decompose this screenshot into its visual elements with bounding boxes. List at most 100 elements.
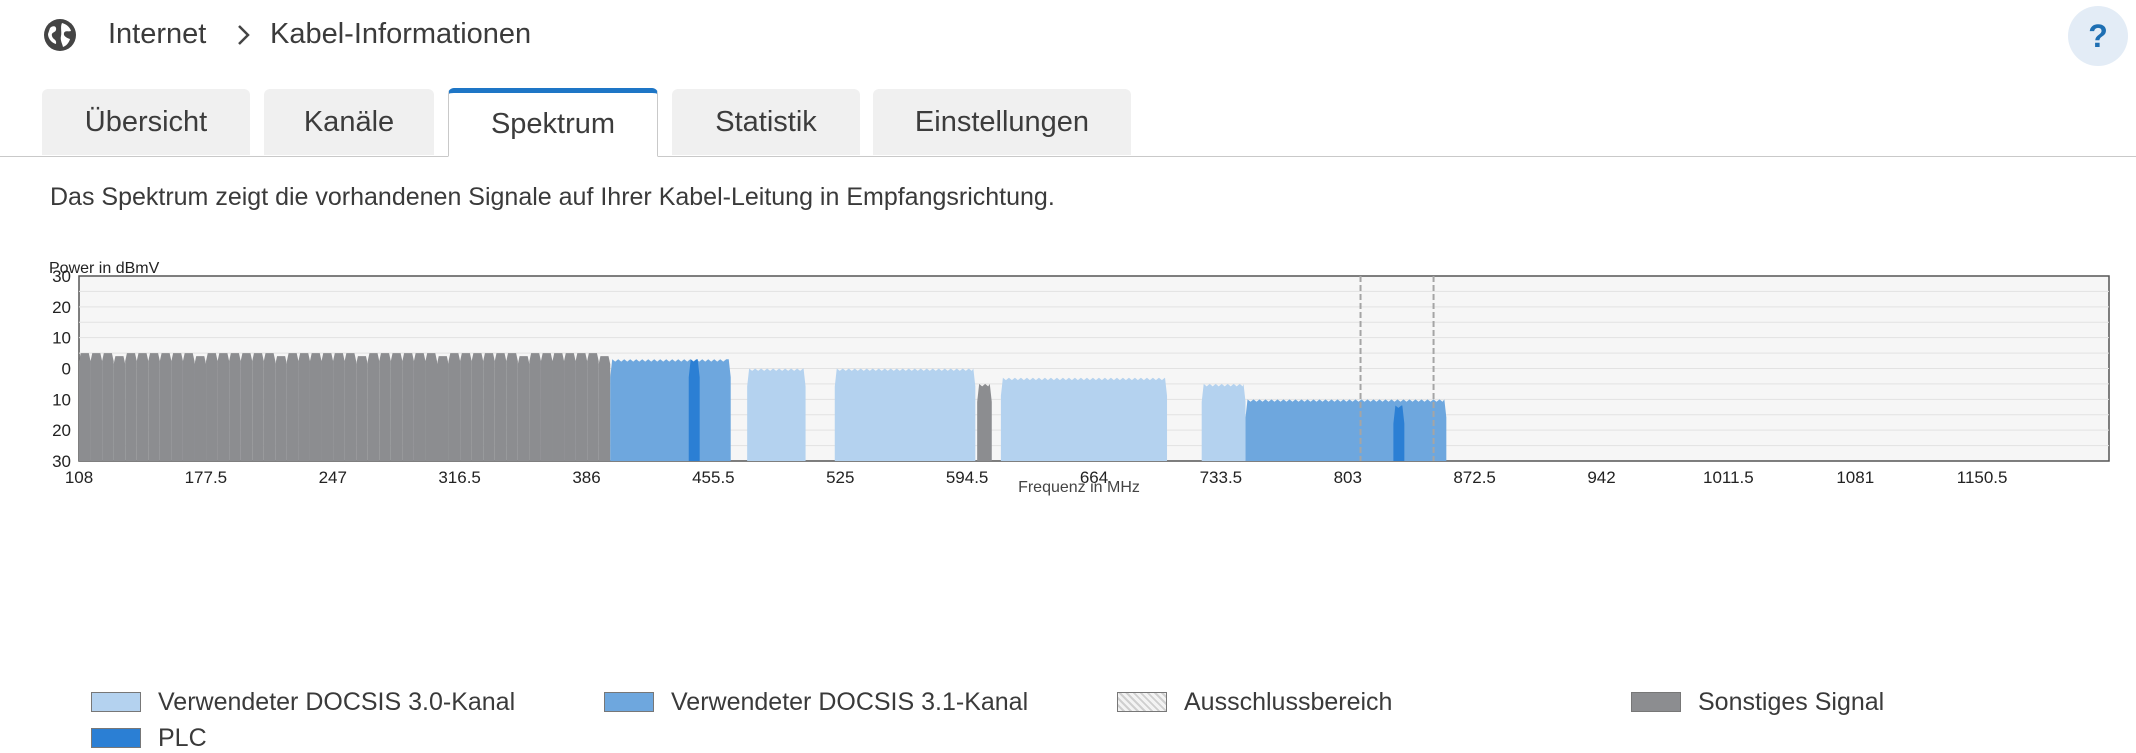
legend-swatch-docsis31	[604, 692, 654, 712]
legend-item-plc: PLC	[91, 723, 207, 753]
chart-x-axis-label: Frequenz in MHz	[1018, 479, 1140, 496]
tab-bar: Übersicht Kanäle Spektrum Statistik Eins…	[0, 88, 2136, 157]
chart-band-mark-docsis30	[747, 368, 806, 461]
chart-channel-mark-other	[598, 356, 611, 461]
chart-band-mark-plc	[688, 359, 700, 461]
page-header: Internet Kabel-Informationen ?	[0, 0, 2136, 70]
globe-icon	[44, 19, 76, 51]
chart-channel-mark-other	[321, 353, 334, 461]
chart-channel-mark-other	[344, 353, 357, 461]
chart-channel-mark-other	[483, 353, 495, 461]
chart-channel-mark-other	[425, 353, 438, 461]
chevron-right-icon	[238, 25, 250, 45]
chart-channel-mark-other	[517, 356, 530, 461]
chart-y-tick-label: 10	[52, 390, 71, 409]
chart-channel-mark-other	[263, 353, 276, 461]
chart-marks	[79, 276, 1447, 461]
chart-x-tick-label: 455.5	[692, 468, 735, 487]
legend-label-docsis31: Verwendeter DOCSIS 3.1-Kanal	[671, 687, 1029, 716]
chart-channel-mark-other	[252, 353, 264, 461]
chart-channel-mark-other	[367, 353, 380, 461]
chart-x-tick-label: 386	[572, 468, 600, 487]
chart-channel-mark-other	[333, 353, 345, 461]
legend-swatch-exclusion	[1117, 692, 1167, 712]
chart-x-tick-label: 803	[1334, 468, 1362, 487]
chart-x-tick-label: 108	[65, 468, 93, 487]
chart-channel-mark-other	[125, 353, 137, 461]
chart-channel-mark-other	[275, 356, 287, 461]
chart-channel-mark-other	[356, 356, 368, 461]
chart-y-ticks: 30 20 10 0 10 20 30	[52, 267, 71, 471]
chart-x-tick-label: 1150.5	[1957, 468, 2008, 487]
chart-channel-mark-other	[194, 356, 207, 461]
help-button[interactable]: ?	[2068, 6, 2128, 66]
chart-channel-mark-other	[113, 356, 126, 461]
chart-x-tick-label: 247	[319, 468, 347, 487]
chart-channel-mark-other	[90, 353, 103, 461]
legend-swatch-plc	[91, 728, 141, 748]
chart-channel-mark-other	[552, 353, 565, 461]
chart-channel-mark-other	[529, 353, 541, 461]
tab-uebersicht[interactable]: Übersicht	[42, 89, 250, 155]
legend-item-docsis31: Verwendeter DOCSIS 3.1-Kanal	[604, 687, 1028, 717]
chart-channel-mark-other	[309, 353, 322, 461]
help-icon: ?	[2088, 17, 2108, 54]
chart-band-mark-other	[977, 383, 992, 461]
chart-y-axis-label: Power in dBmV	[49, 260, 160, 277]
legend-swatch-docsis30	[91, 692, 141, 712]
legend-label-plc: PLC	[158, 723, 207, 752]
chart-x-tick-label: 942	[1587, 468, 1615, 487]
chart-channel-mark-other	[471, 353, 484, 461]
legend-label-docsis30: Verwendeter DOCSIS 3.0-Kanal	[158, 687, 516, 716]
chart-channel-mark-other	[136, 353, 149, 461]
chart-band-mark-docsis30	[1000, 377, 1168, 461]
tab-einstellungen[interactable]: Einstellungen	[873, 89, 1131, 155]
chart-channel-mark-other	[79, 353, 91, 461]
legend-item-other: Sonstiges Signal	[1631, 687, 1884, 717]
chart-channel-mark-other	[217, 353, 230, 461]
chart-y-tick-label: 10	[52, 329, 71, 348]
legend-item-exclusion: Ausschlussbereich	[1117, 687, 1392, 717]
chart-band-mark-docsis31	[610, 359, 731, 461]
chart-channel-mark-other	[402, 353, 414, 461]
chart-x-tick-label: 872.5	[1453, 468, 1496, 487]
chart-channel-mark-other	[460, 353, 472, 461]
spectrum-description: Das Spektrum zeigt die vorhandenen Signa…	[50, 183, 1055, 211]
legend-item-docsis30: Verwendeter DOCSIS 3.0-Kanal	[91, 687, 515, 717]
tab-kanaele[interactable]: Kanäle	[264, 89, 434, 155]
chart-x-tick-label: 1011.5	[1703, 468, 1754, 487]
chart-channel-mark-other	[390, 353, 403, 461]
chart-channel-mark-other	[506, 353, 518, 461]
chart-band-mark-docsis30	[834, 368, 976, 461]
chart-band-mark-docsis30	[1201, 383, 1246, 461]
legend-label-exclusion: Ausschlussbereich	[1184, 687, 1393, 716]
breadcrumb-internet[interactable]: Internet	[108, 18, 207, 50]
chart-channel-mark-other	[494, 353, 507, 461]
chart-channel-mark-other	[240, 353, 253, 461]
chart-x-tick-label: 664	[1080, 468, 1108, 487]
chart-channel-mark-other	[437, 356, 449, 461]
chart-channel-mark-other	[564, 353, 576, 461]
chart-x-tick-label: 733.5	[1200, 468, 1243, 487]
breadcrumb-current: Kabel-Informationen	[270, 18, 532, 50]
chart-x-tick-label: 1081	[1836, 468, 1874, 487]
chart-channel-mark-other	[448, 353, 461, 461]
chart-channel-mark-other	[229, 353, 241, 461]
chart-channel-mark-other	[575, 353, 588, 461]
chart-channel-mark-other	[298, 353, 310, 461]
chart-x-tick-label: 525	[826, 468, 854, 487]
chart-x-ticks: 108 177.5 247 316.5 386 455.5 525 594.5 664 733.5…	[65, 468, 2008, 487]
chart-channel-mark-other	[206, 353, 218, 461]
chart-band-mark-docsis31	[1245, 399, 1447, 461]
legend-swatch-other	[1631, 692, 1681, 712]
chart-channel-mark-other	[102, 353, 114, 461]
spectrum-chart: 108 177.5 247 316.5 386 455.5 525 594.5 664 733.5…	[49, 260, 2110, 496]
tab-spektrum[interactable]: Spektrum	[448, 88, 658, 157]
chart-channel-mark-other	[171, 353, 183, 461]
chart-channel-mark-other	[286, 353, 299, 461]
chart-channel-mark-other	[148, 353, 160, 461]
chart-x-tick-label: 594.5	[946, 468, 989, 487]
chart-x-tick-label: 316.5	[438, 468, 481, 487]
tab-statistik[interactable]: Statistik	[672, 89, 860, 155]
chart-y-tick-label: 0	[62, 360, 71, 379]
